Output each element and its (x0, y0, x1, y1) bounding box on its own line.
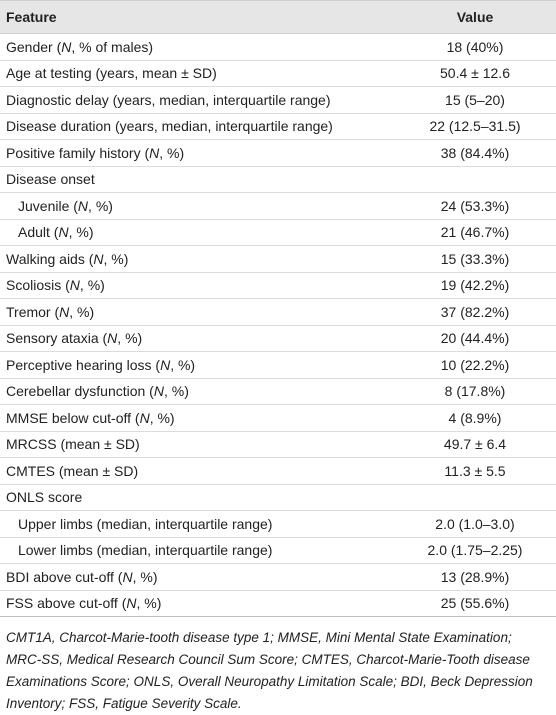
table-row: BDI above cut-off (N, %) 13 (28.9%) (0, 563, 556, 591)
table-row: Disease duration (years, median, interqu… (0, 113, 556, 140)
feature-cell: MMSE below cut-off (N, %) (0, 404, 394, 432)
value-cell: 11.3 ± 5.5 (394, 457, 556, 485)
table-row: MMSE below cut-off (N, %) 4 (8.9%) (0, 404, 556, 432)
value-cell: 49.7 ± 6.4 (394, 431, 556, 458)
table-row: ONLS score (0, 484, 556, 511)
table-row: FSS above cut-off (N, %) 25 (55.6%) (0, 590, 556, 617)
table-row: Perceptive hearing loss (N, %) 10 (22.2%) (0, 351, 556, 379)
value-cell (394, 484, 556, 511)
feature-cell: Disease duration (years, median, interqu… (0, 113, 394, 140)
table-row: Tremor (N, %) 37 (82.2%) (0, 298, 556, 326)
feature-cell: Cerebellar dysfunction (N, %) (0, 378, 394, 405)
table-row: CMTES (mean ± SD) 11.3 ± 5.5 (0, 457, 556, 485)
feature-cell: Lower limbs (median, interquartile range… (0, 537, 394, 564)
table-row: Sensory ataxia (N, %) 20 (44.4%) (0, 325, 556, 352)
feature-cell: Gender (N, % of males) (0, 33, 394, 61)
value-cell: 20 (44.4%) (394, 325, 556, 352)
feature-cell: Disease onset (0, 166, 394, 193)
value-cell: 19 (42.2%) (394, 272, 556, 299)
table-row: Adult (N, %) 21 (46.7%) (0, 219, 556, 246)
value-cell: 15 (5–20) (394, 86, 556, 114)
feature-cell: Tremor (N, %) (0, 298, 394, 326)
header-cell: Feature (0, 0, 394, 34)
value-cell: 13 (28.9%) (394, 563, 556, 591)
feature-cell: CMTES (mean ± SD) (0, 457, 394, 485)
value-cell: 22 (12.5–31.5) (394, 113, 556, 140)
table-row: Walking aids (N, %) 15 (33.3%) (0, 245, 556, 273)
value-cell: 21 (46.7%) (394, 219, 556, 246)
value-cell: 10 (22.2%) (394, 351, 556, 379)
value-cell: 24 (53.3%) (394, 192, 556, 220)
feature-cell: ONLS score (0, 484, 394, 511)
value-cell (394, 166, 556, 193)
table-row: Juvenile (N, %) 24 (53.3%) (0, 192, 556, 220)
feature-cell: MRCSS (mean ± SD) (0, 431, 394, 458)
value-cell: 15 (33.3%) (394, 245, 556, 273)
table-row: Positive family history (N, %) 38 (84.4%) (0, 139, 556, 167)
table-row: MRCSS (mean ± SD) 49.7 ± 6.4 (0, 431, 556, 458)
value-cell: 2.0 (1.75–2.25) (394, 537, 556, 564)
table-row: Cerebellar dysfunction (N, %) 8 (17.8%) (0, 378, 556, 405)
value-cell: 38 (84.4%) (394, 139, 556, 167)
feature-cell: Scoliosis (N, %) (0, 272, 394, 299)
table-row: Diagnostic delay (years, median, interqu… (0, 86, 556, 114)
feature-cell: Walking aids (N, %) (0, 245, 394, 273)
table-row: Gender (N, % of males) 18 (40%) (0, 33, 556, 61)
feature-cell: FSS above cut-off (N, %) (0, 590, 394, 617)
value-cell: 50.4 ± 12.6 (394, 60, 556, 87)
feature-cell: Diagnostic delay (years, median, interqu… (0, 86, 394, 114)
header-cell: Value (394, 0, 556, 34)
data-table: Feature Value Gender (N, % of males) 18 (… (0, 0, 556, 617)
table-row: Lower limbs (median, interquartile range… (0, 537, 556, 564)
feature-cell: Perceptive hearing loss (N, %) (0, 351, 394, 379)
header-row: Feature Value (0, 0, 556, 34)
feature-cell: Sensory ataxia (N, %) (0, 325, 394, 352)
table-row: Scoliosis (N, %) 19 (42.2%) (0, 272, 556, 299)
table-body: Gender (N, % of males) 18 (40%) Age at tes… (0, 33, 556, 617)
table-row: Age at testing (years, mean ± SD) 50.4 ± … (0, 60, 556, 87)
table-row: Disease onset (0, 166, 556, 193)
feature-cell: Age at testing (years, mean ± SD) (0, 60, 394, 87)
feature-cell: BDI above cut-off (N, %) (0, 563, 394, 591)
footnote: CMT1A, Charcot-Marie-tooth disease type … (6, 630, 533, 711)
feature-cell: Upper limbs (median, interquartile range… (0, 510, 394, 538)
value-cell: 2.0 (1.0–3.0) (394, 510, 556, 538)
table-row: Upper limbs (median, interquartile range… (0, 510, 556, 538)
feature-cell: Positive family history (N, %) (0, 139, 394, 167)
value-cell: 25 (55.6%) (394, 590, 556, 617)
value-cell: 18 (40%) (394, 33, 556, 61)
value-cell: 8 (17.8%) (394, 378, 556, 405)
feature-cell: Juvenile (N, %) (0, 192, 394, 220)
value-cell: 37 (82.2%) (394, 298, 556, 326)
feature-cell: Adult (N, %) (0, 219, 394, 246)
value-cell: 4 (8.9%) (394, 404, 556, 432)
